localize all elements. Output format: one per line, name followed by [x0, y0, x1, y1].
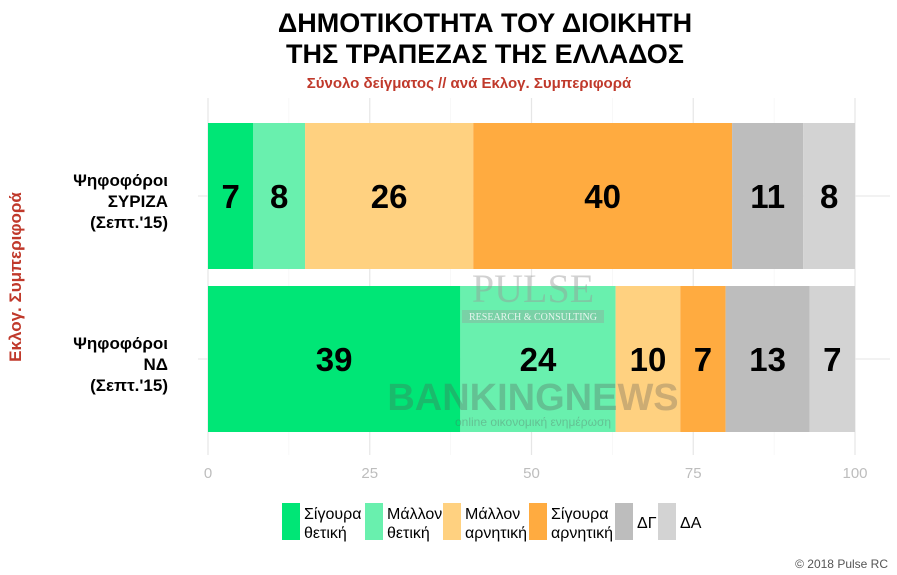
bar-segment — [460, 286, 616, 432]
legend-item: ΔΑ — [658, 503, 702, 540]
data-label: 13 — [749, 341, 786, 378]
bar-segment — [680, 286, 726, 432]
bankingnews-watermark: BANKINGNEWS — [387, 377, 678, 419]
chart-title: ΤΗΣ ΤΡΑΠΕΖΑΣ ΤΗΣ ΕΛΛΑΔΟΣ — [286, 39, 684, 69]
data-label: 24 — [520, 341, 557, 378]
category-label: (Σεπτ.'15) — [90, 213, 168, 232]
legend-swatch — [282, 503, 300, 540]
data-label: 7 — [221, 178, 239, 215]
data-label: 8 — [820, 178, 838, 215]
legend-swatch — [615, 503, 633, 540]
legend-label: Μάλλον — [387, 506, 442, 523]
data-label: 8 — [270, 178, 288, 215]
bar-segment — [803, 123, 855, 269]
legend-label: θετική — [387, 525, 430, 542]
legend-label: Μάλλον — [465, 506, 520, 523]
category-label: (Σεπτ.'15) — [90, 376, 168, 395]
bar-segment — [473, 123, 733, 269]
y-axis-label: Εκλογ. Συμπεριφορά — [6, 192, 25, 362]
data-label: 26 — [371, 178, 408, 215]
legend-swatch — [443, 503, 461, 540]
category-label: ΝΔ — [144, 355, 169, 374]
legend-label: αρνητική — [465, 525, 527, 542]
data-label: 7 — [694, 341, 712, 378]
pulse-watermark-sub: RESEARCH & CONSULTING — [469, 312, 597, 323]
x-tick-label: 75 — [685, 465, 702, 482]
copyright: © 2018 Pulse RC — [795, 557, 888, 571]
legend-label: Σίγουρα — [551, 506, 608, 523]
bar-segment — [208, 123, 254, 269]
legend-label: αρνητική — [551, 525, 613, 542]
bankingnews-watermark-sub: online οικονομική ενημέρωση — [455, 415, 611, 429]
data-label: 7 — [823, 341, 841, 378]
data-label: 39 — [316, 341, 353, 378]
legend-label: ΔΓ — [637, 515, 657, 532]
pulse-watermark: PULSE — [472, 266, 594, 311]
x-tick-label: 100 — [842, 465, 867, 482]
category-label: Ψηφοφόροι — [73, 171, 168, 190]
legend-swatch — [658, 503, 676, 540]
chart-title: ΔΗΜΟΤΙΚΟΤΗΤΑ ΤΟΥ ΔΙΟΙΚΗΤΗ — [278, 8, 692, 38]
bar-segment — [305, 123, 474, 269]
legend-item: Μάλλον αρνητική — [443, 503, 527, 542]
bar-segment — [615, 286, 681, 432]
legend-swatch — [365, 503, 383, 540]
legend-item: ΔΓ — [615, 503, 657, 540]
legend-item: Σίγουρα αρνητική — [529, 503, 613, 542]
category-label: Ψηφοφόροι — [73, 334, 168, 353]
legend-label: θετική — [304, 525, 347, 542]
x-tick-label: 0 — [204, 465, 212, 482]
legend-item: Μάλλον θετική — [365, 503, 442, 542]
pulse-watermark-band — [462, 310, 604, 323]
bar-segment — [253, 123, 306, 269]
legend-item: Σίγουρα θετική — [282, 503, 361, 542]
legend-label: ΔΑ — [680, 515, 702, 532]
bar-segment — [208, 286, 461, 432]
data-label: 40 — [584, 178, 621, 215]
data-label: 10 — [630, 341, 667, 378]
bar-segment — [809, 286, 855, 432]
chart-subtitle: Σύνολο δείγματος // ανά Εκλογ. Συμπεριφο… — [307, 75, 632, 92]
bar-segment — [732, 123, 804, 269]
x-tick-label: 25 — [361, 465, 378, 482]
data-label: 11 — [750, 178, 785, 215]
legend-swatch — [529, 503, 547, 540]
bar-segment — [725, 286, 810, 432]
x-tick-label: 50 — [523, 465, 540, 482]
category-label: ΣΥΡΙΖΑ — [108, 192, 168, 211]
legend-label: Σίγουρα — [304, 506, 361, 523]
